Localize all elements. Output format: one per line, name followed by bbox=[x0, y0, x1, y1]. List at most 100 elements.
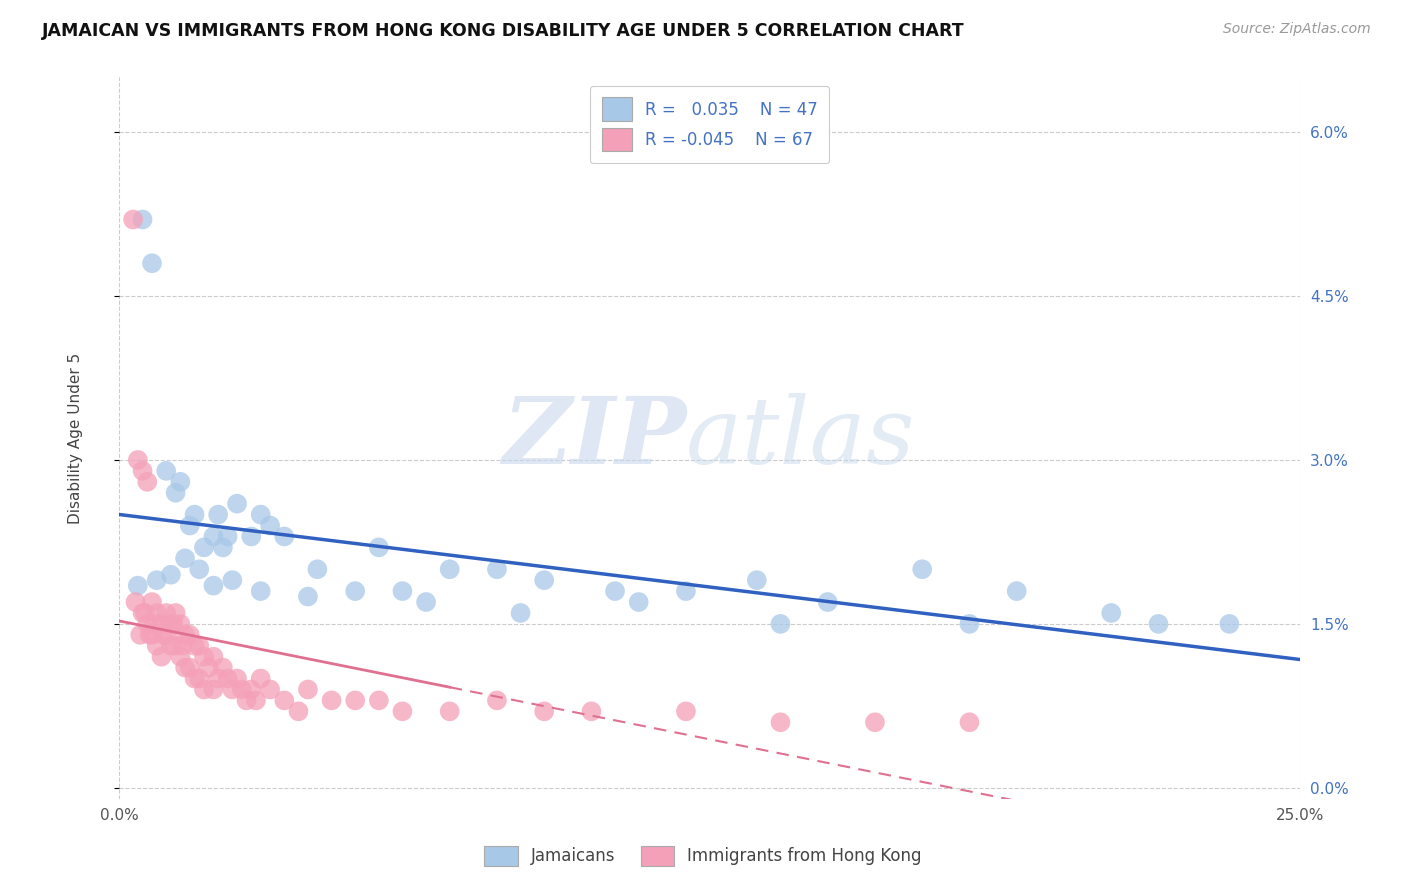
Point bbox=[259, 518, 281, 533]
Point bbox=[124, 595, 146, 609]
Point bbox=[344, 584, 367, 599]
Point bbox=[188, 639, 211, 653]
Point bbox=[174, 628, 197, 642]
Point bbox=[627, 595, 650, 609]
Point bbox=[391, 584, 413, 599]
Point bbox=[138, 628, 160, 642]
Legend: Jamaicans, Immigrants from Hong Kong: Jamaicans, Immigrants from Hong Kong bbox=[471, 832, 935, 880]
Point bbox=[145, 639, 167, 653]
Point bbox=[769, 715, 792, 730]
Point bbox=[533, 704, 555, 718]
Point bbox=[141, 595, 163, 609]
Point bbox=[509, 606, 531, 620]
Point bbox=[136, 475, 159, 489]
Point bbox=[675, 704, 697, 718]
Point bbox=[160, 616, 183, 631]
Point bbox=[1005, 584, 1028, 599]
Point bbox=[287, 704, 309, 718]
Point bbox=[249, 584, 271, 599]
Point bbox=[141, 628, 163, 642]
Point bbox=[207, 672, 229, 686]
Point bbox=[249, 672, 271, 686]
Point bbox=[226, 672, 249, 686]
Point bbox=[212, 541, 235, 555]
Point bbox=[212, 660, 235, 674]
Point bbox=[136, 616, 159, 631]
Point bbox=[485, 693, 508, 707]
Point bbox=[245, 693, 267, 707]
Point bbox=[153, 628, 176, 642]
Point bbox=[143, 616, 166, 631]
Point bbox=[127, 579, 149, 593]
Point bbox=[183, 639, 205, 653]
Point bbox=[179, 660, 201, 674]
Point bbox=[207, 508, 229, 522]
Point bbox=[179, 628, 201, 642]
Point bbox=[321, 693, 343, 707]
Point bbox=[193, 649, 215, 664]
Point bbox=[165, 606, 187, 620]
Point bbox=[188, 562, 211, 576]
Point bbox=[221, 573, 243, 587]
Point bbox=[745, 573, 768, 587]
Point bbox=[150, 616, 173, 631]
Point bbox=[217, 529, 239, 543]
Point bbox=[160, 567, 183, 582]
Point bbox=[240, 529, 263, 543]
Point bbox=[297, 682, 319, 697]
Text: Source: ZipAtlas.com: Source: ZipAtlas.com bbox=[1223, 22, 1371, 37]
Point bbox=[439, 562, 461, 576]
Point bbox=[160, 639, 183, 653]
Point bbox=[344, 693, 367, 707]
Point bbox=[367, 541, 389, 555]
Point bbox=[911, 562, 934, 576]
Point bbox=[197, 660, 219, 674]
Point bbox=[603, 584, 626, 599]
Point bbox=[193, 682, 215, 697]
Point bbox=[675, 584, 697, 599]
Point bbox=[367, 693, 389, 707]
Point bbox=[202, 529, 225, 543]
Point bbox=[183, 508, 205, 522]
Point bbox=[1218, 616, 1240, 631]
Point bbox=[485, 562, 508, 576]
Point bbox=[165, 639, 187, 653]
Point bbox=[273, 529, 295, 543]
Point bbox=[174, 660, 197, 674]
Text: ZIP: ZIP bbox=[502, 393, 686, 483]
Point bbox=[174, 551, 197, 566]
Point bbox=[145, 606, 167, 620]
Point bbox=[202, 682, 225, 697]
Point bbox=[127, 453, 149, 467]
Point bbox=[217, 672, 239, 686]
Point bbox=[817, 595, 839, 609]
Point bbox=[162, 616, 184, 631]
Point bbox=[863, 715, 886, 730]
Point bbox=[141, 256, 163, 270]
Point bbox=[169, 649, 191, 664]
Point bbox=[221, 682, 243, 697]
Point bbox=[165, 485, 187, 500]
Point bbox=[183, 672, 205, 686]
Point bbox=[202, 649, 225, 664]
Point bbox=[297, 590, 319, 604]
Point bbox=[188, 672, 211, 686]
Point bbox=[1099, 606, 1122, 620]
Point bbox=[533, 573, 555, 587]
Point bbox=[235, 693, 257, 707]
Point bbox=[959, 616, 981, 631]
Point bbox=[193, 541, 215, 555]
Point bbox=[131, 606, 153, 620]
Legend: R =   0.035    N = 47, R = -0.045    N = 67: R = 0.035 N = 47, R = -0.045 N = 67 bbox=[591, 86, 830, 163]
Point bbox=[1147, 616, 1170, 631]
Point bbox=[179, 518, 201, 533]
Point bbox=[769, 616, 792, 631]
Point bbox=[226, 497, 249, 511]
Point bbox=[155, 628, 177, 642]
Point bbox=[439, 704, 461, 718]
Point bbox=[240, 682, 263, 697]
Y-axis label: Disability Age Under 5: Disability Age Under 5 bbox=[69, 352, 83, 524]
Point bbox=[231, 682, 253, 697]
Point bbox=[131, 212, 153, 227]
Point bbox=[273, 693, 295, 707]
